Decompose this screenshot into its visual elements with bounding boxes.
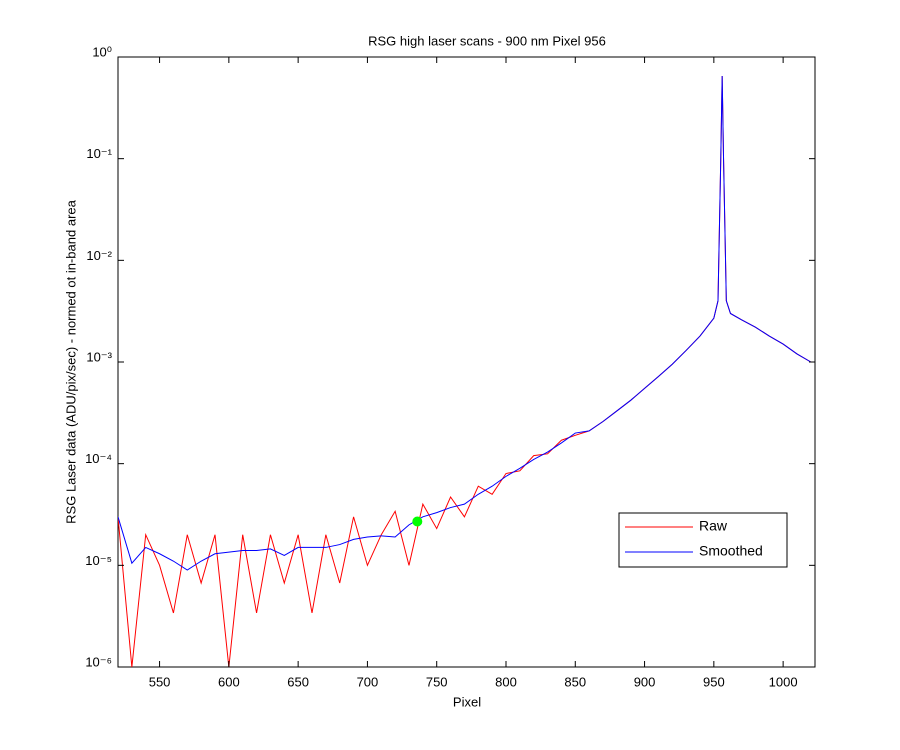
x-tick-label: 950	[703, 674, 725, 689]
y-tick-label: 10⁻⁴	[85, 451, 112, 466]
y-tick-label: 10⁻⁶	[85, 654, 112, 669]
x-tick-label: 750	[426, 674, 448, 689]
x-tick-label: 550	[149, 674, 171, 689]
legend-label: Raw	[699, 518, 728, 534]
legend-box	[618, 512, 788, 568]
x-tick-label: 600	[218, 674, 240, 689]
y-tick-label: 10⁻²	[86, 248, 112, 263]
data-line	[118, 76, 812, 571]
chart-title: RSG high laser scans - 900 nm Pixel 956	[368, 33, 606, 48]
x-tick-label: 1000	[769, 674, 798, 689]
series-group	[118, 76, 812, 667]
plot-area	[117, 56, 816, 668]
x-tick-label: 850	[564, 674, 586, 689]
y-tick-label: 10⁻³	[86, 349, 112, 364]
x-axis-label: Pixel	[453, 694, 481, 709]
y-tick-label: 10⁰	[92, 44, 112, 59]
y-tick-label: 10⁻⁵	[85, 553, 112, 568]
y-tick-label: 10⁻¹	[86, 146, 112, 161]
x-tick-label: 800	[495, 674, 517, 689]
y-axis-label: RSG Laser data (ADU/pix/sec) - normed ot…	[63, 199, 78, 523]
marker-point	[412, 516, 423, 527]
x-tick-label: 900	[634, 674, 656, 689]
x-tick-label: 700	[357, 674, 379, 689]
x-tick-label: 650	[287, 674, 309, 689]
legend-label: Smoothed	[699, 543, 763, 559]
